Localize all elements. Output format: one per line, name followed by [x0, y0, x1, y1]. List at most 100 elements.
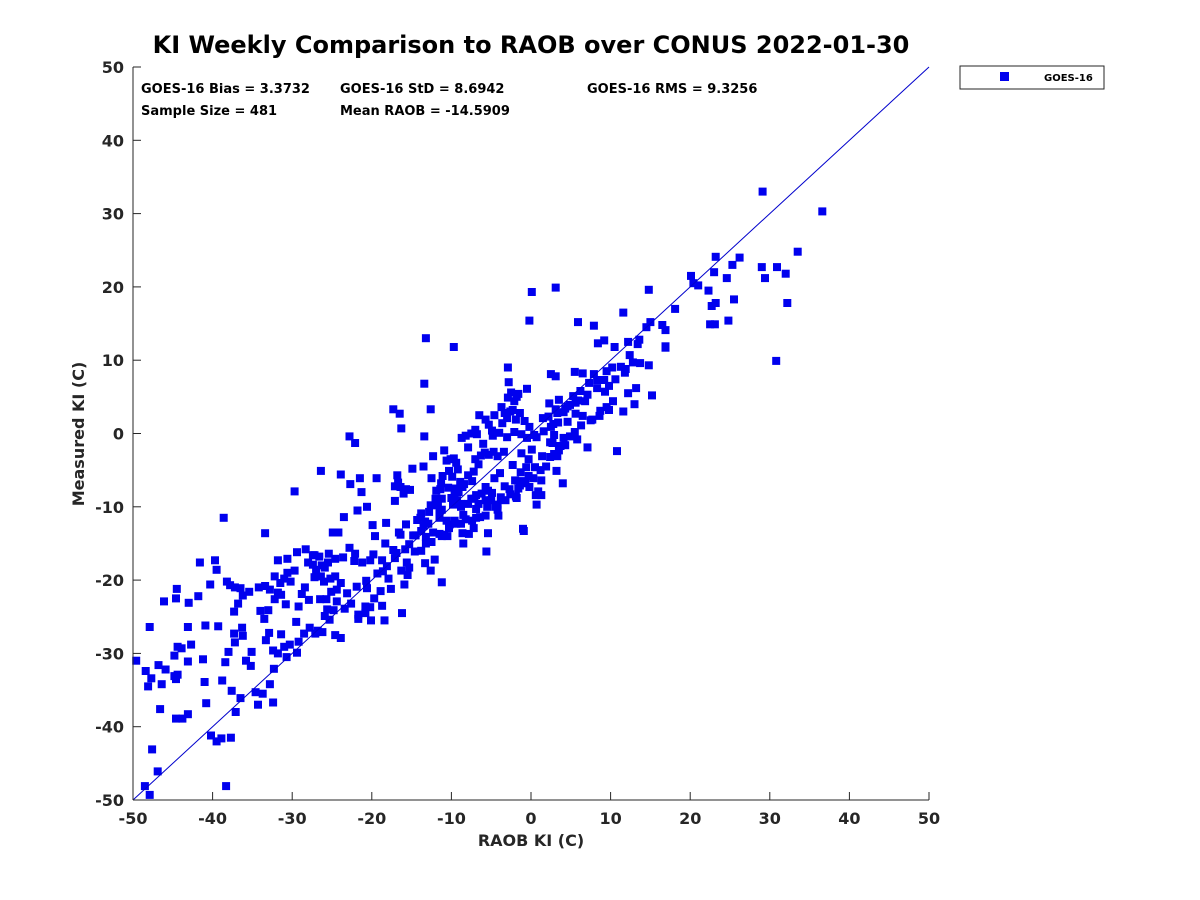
data-point	[481, 511, 490, 520]
data-point	[542, 462, 551, 471]
data-point	[408, 464, 417, 473]
data-point	[426, 501, 435, 510]
data-point	[661, 326, 670, 335]
data-point	[397, 424, 406, 433]
data-point	[242, 656, 250, 665]
data-point	[230, 583, 239, 592]
data-point	[234, 599, 243, 608]
data-point	[608, 363, 617, 372]
data-point	[410, 547, 419, 556]
data-point	[758, 187, 767, 196]
data-point	[694, 281, 703, 290]
data-point	[320, 612, 329, 620]
y-tick-label: -50	[95, 791, 124, 810]
data-point	[230, 629, 239, 638]
data-point	[467, 494, 476, 503]
data-point	[449, 454, 458, 463]
data-point	[635, 335, 644, 344]
data-point	[488, 431, 497, 440]
data-point	[624, 337, 633, 346]
data-point	[367, 616, 375, 625]
data-point	[331, 631, 340, 640]
data-point	[484, 529, 492, 538]
data-point	[426, 405, 435, 414]
data-point	[145, 790, 154, 799]
data-point	[286, 577, 295, 586]
data-point	[261, 529, 270, 538]
bias-stat: GOES-16 Bias = 3.3732	[141, 82, 310, 97]
data-point	[566, 432, 574, 441]
data-point	[273, 649, 282, 658]
data-point	[527, 445, 536, 454]
data-point	[332, 597, 341, 606]
data-point	[429, 528, 438, 537]
data-point	[304, 595, 313, 604]
x-axis-ticks: -50 -40 -30 -20 -10 0 10 20 30 40 50	[119, 792, 940, 828]
data-point	[783, 299, 792, 307]
data-point	[550, 450, 559, 458]
data-point	[440, 446, 449, 455]
data-point	[370, 594, 379, 603]
data-point	[728, 260, 737, 269]
data-point	[315, 552, 324, 561]
data-point	[583, 443, 592, 452]
data-point	[386, 584, 395, 593]
data-point	[472, 491, 481, 500]
legend-box	[959, 65, 1105, 90]
data-point	[524, 472, 533, 480]
data-point	[345, 432, 354, 441]
data-point	[141, 667, 150, 675]
data-point	[630, 400, 639, 409]
data-point	[281, 600, 290, 609]
data-point	[616, 362, 625, 371]
data-point	[430, 555, 439, 564]
data-point	[605, 381, 613, 390]
data-point	[254, 583, 263, 592]
data-point	[534, 487, 543, 496]
x-axis-label: RAOB KI (C)	[478, 831, 584, 850]
y-tick-label: 10	[102, 351, 124, 370]
rms-stat: GOES-16 RMS = 9.3256	[587, 82, 757, 97]
data-point	[481, 415, 490, 424]
data-point	[458, 483, 467, 491]
data-point	[522, 463, 531, 472]
data-point	[325, 615, 334, 624]
data-point	[596, 406, 605, 415]
y-tick-label: 0	[113, 425, 124, 444]
data-point	[331, 572, 340, 581]
data-point	[569, 392, 578, 401]
data-point	[402, 520, 410, 529]
data-point	[503, 433, 512, 442]
data-point	[611, 375, 620, 384]
data-point	[294, 602, 303, 611]
data-point	[490, 474, 499, 483]
data-point	[316, 466, 325, 475]
data-point	[236, 584, 245, 593]
data-point	[437, 479, 446, 488]
data-point	[566, 400, 574, 409]
data-point	[399, 489, 408, 498]
data-point	[574, 396, 582, 405]
data-point	[576, 387, 585, 395]
data-point	[707, 302, 716, 310]
data-point	[292, 617, 301, 626]
data-point	[416, 513, 425, 522]
data-point	[495, 428, 504, 437]
data-point	[160, 597, 168, 606]
data-point	[212, 565, 221, 574]
data-point	[646, 318, 655, 327]
data-point	[369, 550, 378, 559]
data-point	[658, 321, 667, 329]
data-point	[496, 493, 505, 502]
data-point	[474, 460, 483, 469]
data-point	[445, 520, 454, 529]
y-tick-label: -40	[95, 718, 124, 737]
data-point	[508, 406, 517, 414]
data-point	[554, 446, 563, 455]
data-point	[628, 358, 637, 367]
y-tick-label: 50	[102, 58, 124, 77]
data-point	[539, 427, 548, 436]
data-point	[290, 487, 299, 496]
data-point	[354, 614, 363, 623]
data-point	[238, 591, 247, 600]
